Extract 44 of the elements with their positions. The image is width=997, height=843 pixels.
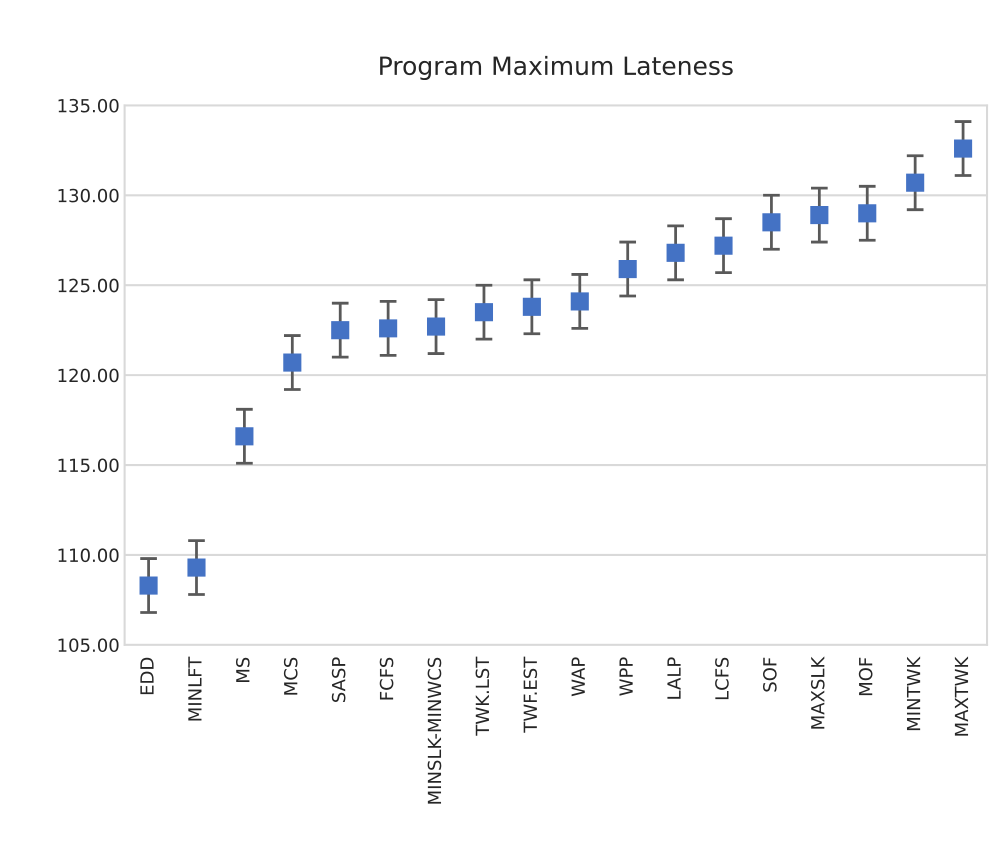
point (474, 303, 494, 322)
x-tick-label: MAXTWK (954, 656, 968, 736)
y-tick-label: 110.00 (58, 548, 119, 562)
point (283, 353, 302, 372)
y-tick-label: 115.00 (58, 458, 119, 472)
point (522, 298, 541, 316)
y-tick-label: 105.00 (58, 638, 119, 652)
point (954, 139, 972, 158)
x-tick-label: MINTWK (906, 656, 920, 730)
x-tick-label: LALP (667, 657, 681, 699)
point (570, 292, 589, 310)
y-tick-label: 135.00 (58, 98, 119, 112)
point (331, 321, 350, 340)
point (618, 260, 637, 278)
x-tick-label: LCFS (715, 658, 729, 700)
point (858, 204, 876, 222)
x-tick-label: WAP (572, 657, 585, 696)
point (235, 427, 254, 446)
x-tick-label: WPP (620, 657, 633, 696)
point (666, 244, 685, 262)
y-tick-label: 130.00 (58, 188, 119, 202)
point (187, 558, 206, 577)
y-tick-label: 125.00 (58, 278, 119, 292)
point (762, 213, 780, 232)
x-tick-label: SOF (763, 658, 777, 692)
x-tick-label: MINSLK-MINWCS (428, 658, 442, 804)
x-tick-label: EDD (140, 658, 154, 694)
x-tick-label: TWF.EST (523, 656, 538, 733)
x-tick-label: MCS (284, 658, 298, 695)
point (140, 576, 158, 595)
x-tick-label: MAXSLK (810, 656, 825, 729)
x-tick-label: SASP (332, 657, 346, 702)
x-tick-label: MOF (858, 658, 872, 696)
chart-title: Program Maximum Lateness (380, 56, 733, 80)
y-tick-label: 120.00 (58, 368, 119, 382)
point (379, 319, 398, 338)
point (426, 318, 446, 336)
point (714, 236, 733, 255)
x-tick-label: TWK.LST (476, 656, 490, 736)
x-tick-label: MINLFT (188, 656, 202, 720)
x-tick-label: FCFS (380, 658, 394, 700)
x-tick-label: MS (236, 658, 250, 682)
point (810, 206, 828, 224)
point (906, 174, 924, 192)
